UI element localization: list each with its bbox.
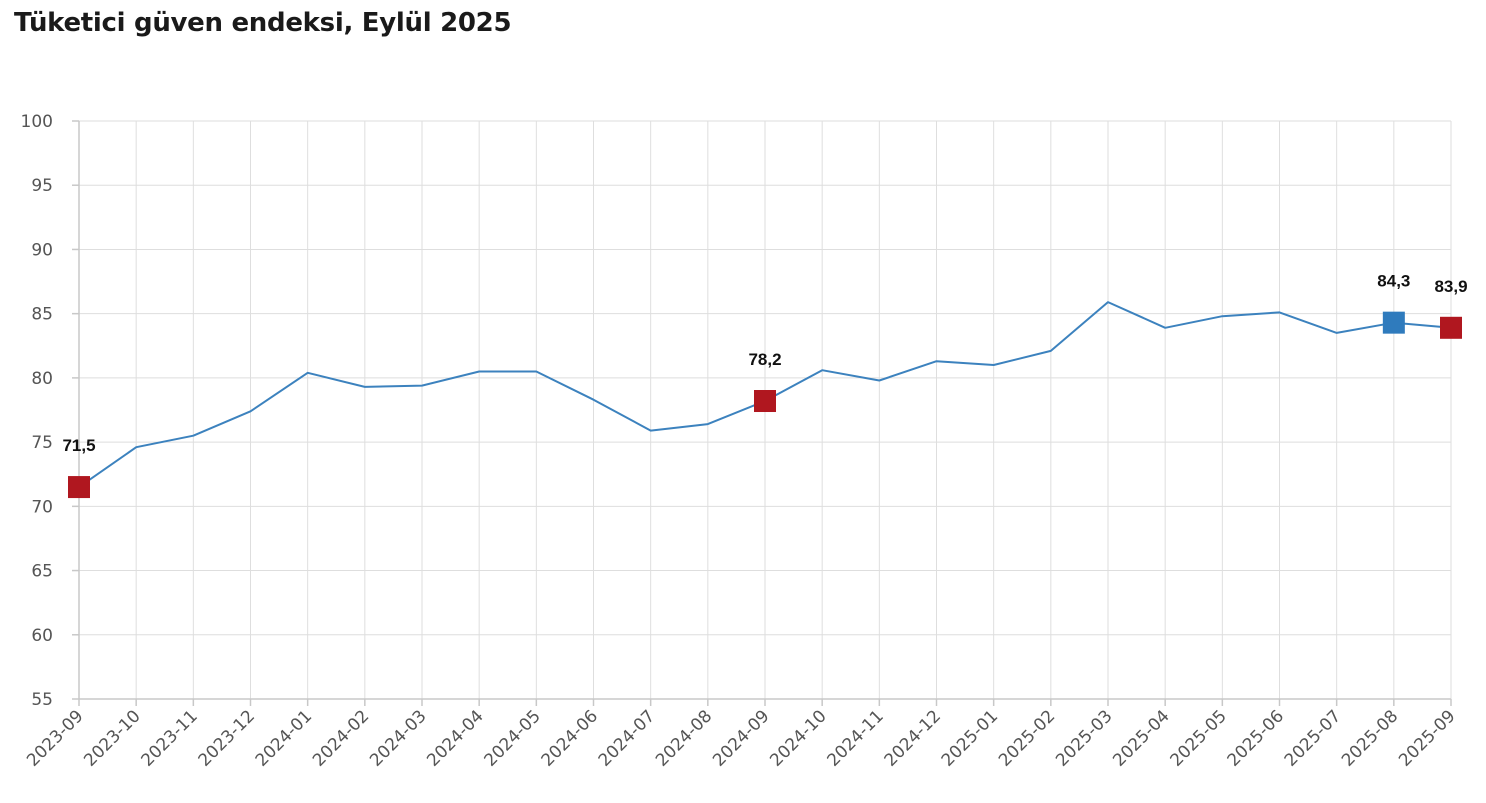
x-tick-label: 2023-10 xyxy=(80,706,144,770)
y-tick-label: 70 xyxy=(31,497,53,517)
x-tick-label: 2025-05 xyxy=(1167,706,1231,770)
y-tick-label: 100 xyxy=(21,112,53,132)
x-tick-label: 2023-11 xyxy=(138,706,202,770)
x-tick-label: 2025-03 xyxy=(1052,706,1116,770)
x-tick-label: 2025-06 xyxy=(1224,706,1288,770)
y-tick-label: 85 xyxy=(31,305,53,325)
x-tick-label: 2024-04 xyxy=(423,706,487,770)
x-tick-label: 2024-06 xyxy=(538,706,602,770)
chart-title: Tüketici güven endeksi, Eylül 2025 xyxy=(14,8,512,38)
data-label: 71,5 xyxy=(62,436,95,455)
x-tick-label: 2025-04 xyxy=(1109,706,1173,770)
x-tick-label: 2023-12 xyxy=(195,706,259,770)
x-tick-label: 2024-09 xyxy=(709,706,773,770)
highlight-marker xyxy=(1440,316,1462,339)
x-axis-ticks: 2023-092023-102023-112023-122024-012024-… xyxy=(23,706,1459,770)
x-tick-label: 2025-02 xyxy=(995,706,1059,770)
data-labels: 71,5 78,2 84,3 83,9 xyxy=(62,272,1467,455)
axes xyxy=(72,120,1452,706)
x-tick-label: 2025-01 xyxy=(938,706,1002,770)
y-tick-label: 65 xyxy=(31,562,53,582)
x-tick-label: 2024-10 xyxy=(766,706,830,770)
y-axis-ticks: 55 60 65 70 75 80 85 90 95 100 xyxy=(21,112,53,710)
y-tick-label: 75 xyxy=(31,433,53,453)
x-tick-label: 2024-12 xyxy=(881,706,945,770)
y-tick-label: 95 xyxy=(31,176,53,196)
data-label: 78,2 xyxy=(748,350,781,369)
x-tick-label: 2024-07 xyxy=(595,706,659,770)
y-tick-label: 55 xyxy=(31,690,53,710)
y-tick-label: 80 xyxy=(31,369,53,389)
y-tick-label: 90 xyxy=(31,240,53,260)
x-tick-label: 2024-01 xyxy=(252,706,316,770)
highlight-marker xyxy=(754,390,776,413)
data-label: 83,9 xyxy=(1434,277,1467,296)
highlight-marker xyxy=(1382,311,1405,334)
highlight-markers xyxy=(68,311,1462,499)
x-tick-label: 2025-08 xyxy=(1338,706,1402,770)
x-tick-label: 2024-02 xyxy=(309,706,373,770)
x-tick-label: 2025-09 xyxy=(1395,706,1459,770)
x-tick-label: 2024-11 xyxy=(824,706,888,770)
x-tick-label: 2024-03 xyxy=(366,706,430,770)
x-tick-label: 2024-05 xyxy=(481,706,545,770)
x-tick-label: 2023-09 xyxy=(23,706,87,770)
y-tick-label: 60 xyxy=(31,626,53,646)
highlight-marker xyxy=(68,476,90,499)
x-tick-label: 2025-07 xyxy=(1281,706,1345,770)
grid-lines xyxy=(79,120,1452,699)
data-label: 84,3 xyxy=(1377,272,1410,291)
x-tick-label: 2024-08 xyxy=(652,706,716,770)
